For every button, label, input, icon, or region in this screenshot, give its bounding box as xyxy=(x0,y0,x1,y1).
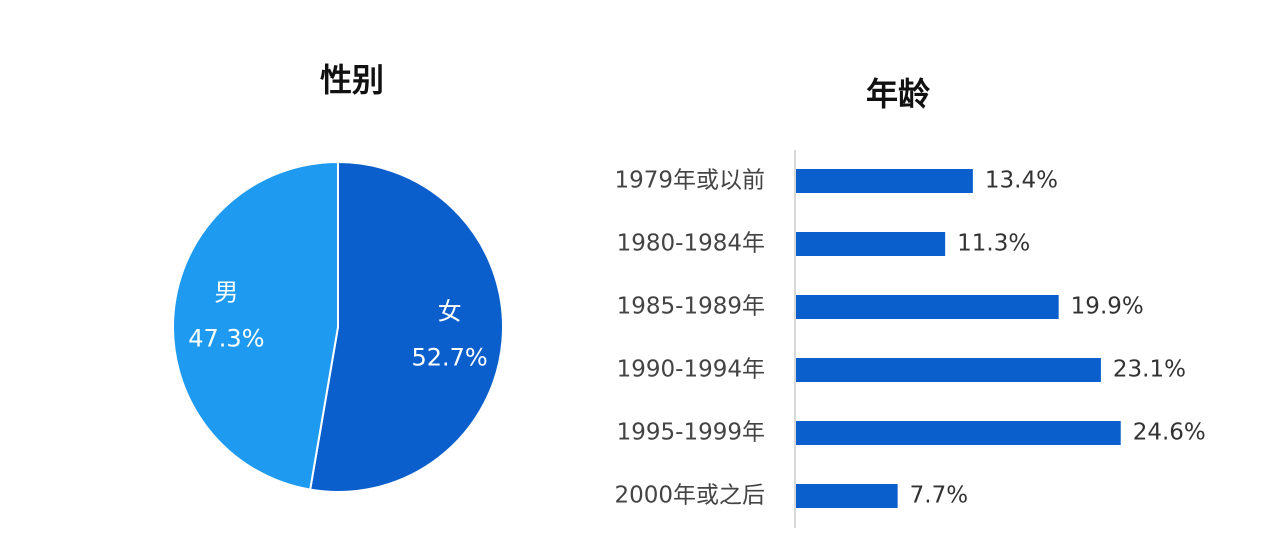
slice-value: 47.3% xyxy=(188,325,264,353)
category-label: 1979年或以前 xyxy=(614,168,765,194)
bar xyxy=(796,358,1101,382)
value-label: 11.3% xyxy=(957,231,1030,257)
pie-slice xyxy=(172,160,339,491)
category-label: 1990-1994年 xyxy=(617,357,765,383)
value-label: 24.6% xyxy=(1133,420,1206,446)
bar xyxy=(796,232,946,256)
category-label: 1995-1999年 xyxy=(617,420,765,446)
category-label: 1985-1989年 xyxy=(617,294,765,320)
slice-value: 52.7% xyxy=(411,343,487,371)
category-label: 2000年或之后 xyxy=(614,483,765,509)
value-label: 19.9% xyxy=(1071,294,1144,320)
bar-title: 年龄 xyxy=(866,75,930,113)
category-label: 1980-1984年 xyxy=(617,231,765,257)
value-label: 13.4% xyxy=(985,168,1058,194)
bar xyxy=(796,295,1059,319)
pie-title: 性别 xyxy=(320,61,384,99)
value-label: 7.7% xyxy=(910,483,968,509)
bar xyxy=(796,169,973,193)
bar xyxy=(796,484,898,508)
bar xyxy=(796,421,1121,445)
slice-name: 女 xyxy=(438,297,462,325)
slice-name: 男 xyxy=(214,279,238,307)
value-label: 23.1% xyxy=(1113,357,1186,383)
pie-slice xyxy=(308,160,504,493)
